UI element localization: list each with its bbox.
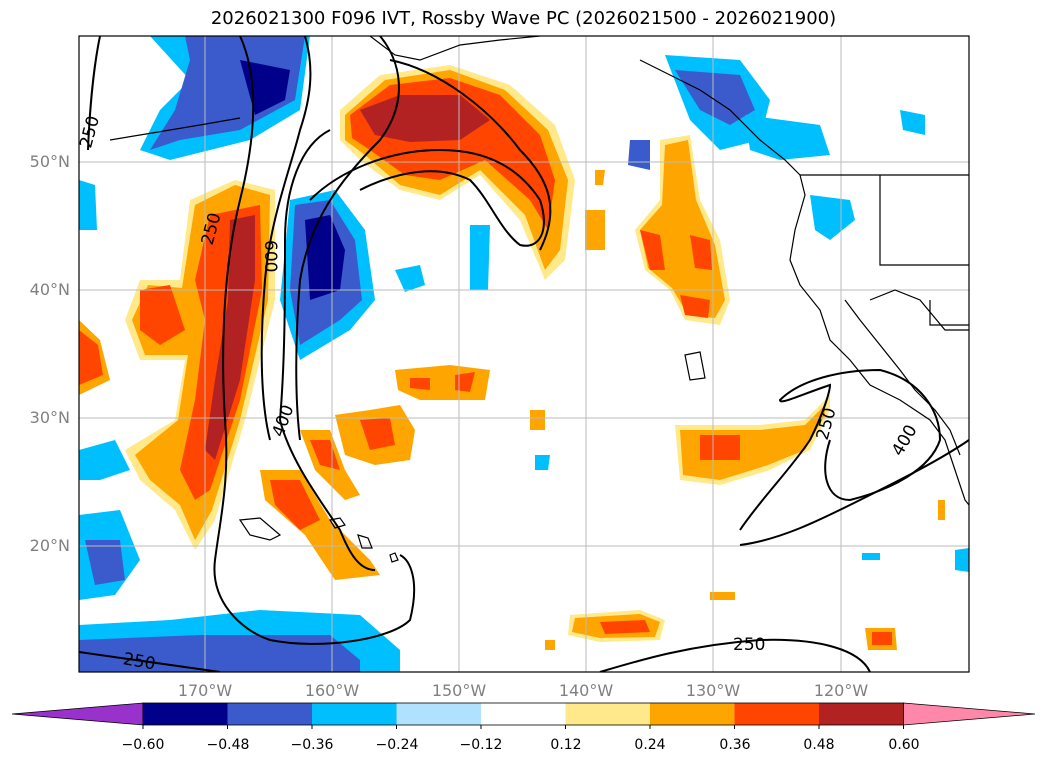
lat-label: 20°N — [29, 536, 70, 555]
contour-label: 250 — [122, 649, 157, 674]
colorbar — [11, 702, 1036, 729]
lon-label: 120°W — [813, 681, 869, 700]
contour-label: 600 — [260, 240, 280, 272]
colorbar-tick-label: −0.48 — [206, 737, 250, 753]
map-title: 2026021300 F096 IVT, Rossby Wave PC (202… — [210, 8, 837, 29]
colorbar-segment — [734, 703, 820, 725]
contour-label: 250 — [733, 635, 765, 655]
negative-ivt-fields — [79, 36, 969, 672]
colorbar-extend-low — [11, 702, 144, 726]
colorbar-segment — [227, 703, 313, 725]
plot-frame — [78, 35, 970, 673]
colorbar-segment — [565, 703, 651, 725]
colorbar-tick-label: −0.12 — [459, 737, 503, 753]
colorbar-segment — [819, 703, 904, 725]
gridlines — [79, 36, 969, 672]
colorbar-tick-label: 0.60 — [888, 737, 920, 753]
lat-label: 30°N — [29, 408, 70, 427]
colorbar-tick-label: 0.24 — [634, 737, 666, 753]
colorbar-tick-label: 0.36 — [719, 737, 751, 753]
map-plot-area: 250 250 600 400 250 250 400 250 — [79, 36, 969, 674]
colorbar-tick-label: 0.48 — [803, 737, 835, 753]
colorbar-segment — [481, 703, 566, 725]
lat-label: 50°N — [29, 152, 70, 171]
colorbar-segment — [312, 703, 397, 725]
colorbar-segment — [143, 703, 228, 725]
lon-label: 150°W — [431, 681, 487, 700]
colorbar-tick-label: −0.24 — [375, 737, 419, 753]
lon-label: 130°W — [685, 681, 741, 700]
lon-label: 140°W — [558, 681, 614, 700]
colorbar-extend-high — [903, 702, 1036, 726]
colorbar-frame — [142, 702, 904, 726]
lat-label: 40°N — [29, 280, 70, 299]
lon-label: 160°W — [304, 681, 360, 700]
colorbar-tick-label: −0.60 — [121, 737, 165, 753]
colorbar-tick-label: −0.36 — [290, 737, 334, 753]
colorbar-segment — [650, 703, 735, 725]
colorbar-tick-label: 0.12 — [550, 737, 582, 753]
colorbar-segment — [396, 703, 482, 725]
lon-label: 170°W — [177, 681, 233, 700]
height-contours — [79, 36, 969, 672]
